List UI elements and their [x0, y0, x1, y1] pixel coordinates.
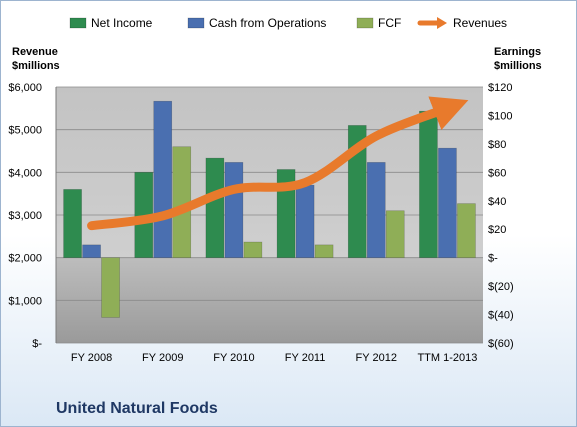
right-tick-label: $(40) [488, 310, 514, 322]
gridlines [55, 86, 483, 344]
bar-cash-from-operations [224, 162, 244, 258]
left-axis-ticks: $- $1,000 $2,000 $3,000 $4,000 $5,000 $6,000 [8, 82, 42, 350]
legend: Net Income Cash from Operations FCF Revenue… [69, 16, 507, 30]
x-tick-label: FY 2012 [356, 352, 397, 364]
bar-cash-from-operations [366, 162, 386, 258]
legend-label: Cash from Operations [209, 16, 326, 30]
x-axis-labels: FY 2008 FY 2009 FY 2010 FY 2011 FY 2012 TTM 1… [71, 352, 477, 364]
legend-label: FCF [378, 16, 401, 30]
x-tick-label: FY 2010 [213, 352, 254, 364]
revenues-line [87, 96, 469, 231]
right-tick-label: $(20) [488, 281, 514, 293]
right-tick-label: $80 [488, 139, 506, 151]
legend-swatch [356, 17, 374, 29]
left-axis-title-line1: Revenue [12, 46, 58, 58]
bar-fcf [101, 257, 120, 318]
bar-cash-from-operations [153, 100, 173, 258]
legend-swatch [69, 17, 87, 29]
left-tick-label: $6,000 [8, 82, 42, 94]
left-tick-label: $3,000 [8, 210, 42, 222]
right-tick-label: $20 [488, 224, 506, 236]
revenues-line-path [87, 96, 469, 231]
legend-swatch [187, 17, 205, 29]
bar-net-income [205, 157, 225, 258]
left-tick-label: $5,000 [8, 125, 42, 137]
left-axis-title-line2: $millions [12, 60, 60, 72]
bar-cash-from-operations [438, 147, 457, 258]
left-tick-label: $- [32, 338, 42, 350]
right-tick-label: $40 [488, 196, 506, 208]
bar-fcf [243, 241, 263, 258]
legend-label: Net Income [91, 16, 153, 30]
right-tick-label: $- [488, 253, 498, 265]
legend-label: Revenues [453, 16, 507, 30]
x-tick-label: FY 2009 [142, 352, 183, 364]
bar-cash-from-operations [295, 184, 315, 258]
x-tick-label: FY 2011 [285, 352, 326, 364]
bar-cash-from-operations [82, 244, 101, 258]
bar-fcf [314, 244, 334, 258]
left-tick-label: $1,000 [8, 295, 42, 307]
bar-net-income [347, 125, 367, 258]
x-tick-label: FY 2008 [71, 352, 112, 364]
bar-net-income [63, 189, 82, 258]
bar-fcf [457, 203, 476, 258]
right-tick-label: $100 [488, 110, 512, 122]
left-tick-label: $4,000 [8, 167, 42, 179]
bar-net-income [419, 110, 438, 258]
right-axis-title-line1: Earnings [494, 46, 541, 58]
right-tick-label: $120 [488, 82, 512, 94]
right-axis-ticks: $(60) $(40) $(20) $- $20 $40 $60 $80 $100 $120 [488, 82, 514, 350]
bar-fcf [385, 210, 405, 258]
right-tick-label: $(60) [488, 338, 514, 350]
right-axis-title-line2: $millions [494, 60, 542, 72]
x-tick-label: TTM 1-2013 [417, 352, 477, 364]
chart-title: United Natural Foods [56, 400, 218, 417]
right-tick-label: $60 [488, 167, 506, 179]
left-tick-label: $2,000 [8, 253, 42, 265]
legend-arrow-icon [437, 17, 447, 29]
